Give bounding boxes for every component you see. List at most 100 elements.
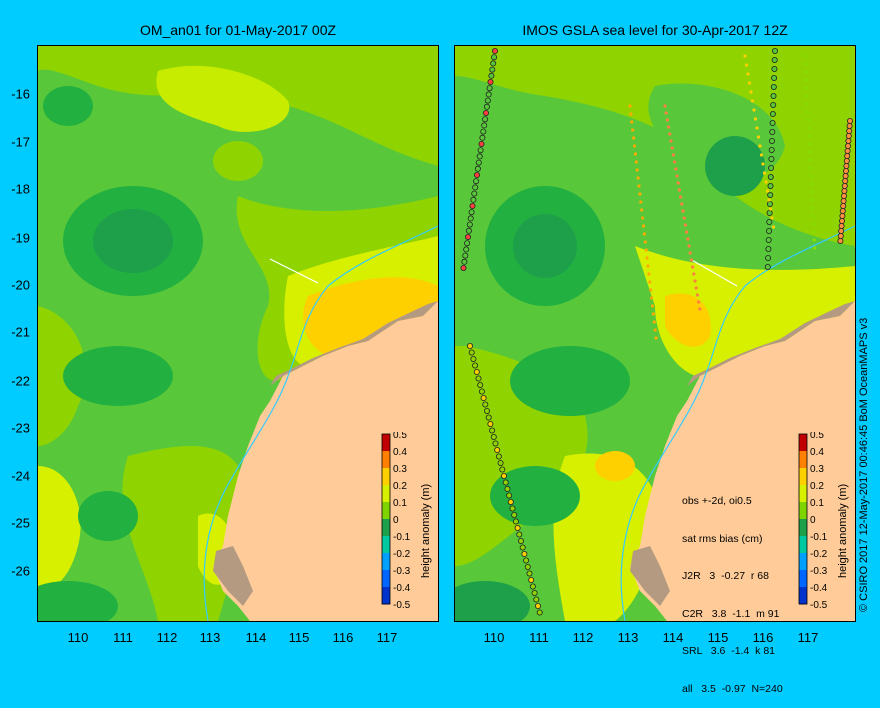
- track-marker: [842, 168, 849, 175]
- track-marker: [758, 144, 762, 148]
- track-marker: [492, 440, 499, 447]
- track-marker: [531, 590, 538, 597]
- track-marker: [843, 158, 850, 165]
- colorbar-tick: 0.2: [393, 481, 407, 492]
- y-tick: -23: [11, 420, 30, 436]
- track-marker: [643, 240, 647, 244]
- track-marker: [641, 224, 646, 228]
- track-marker: [841, 182, 848, 189]
- stats-row: all 3.5 -0.97 N=240: [682, 682, 783, 695]
- satellite-stats: obs +-2d, oi0.5 sat rms bias (cm) J2R 3 …: [682, 470, 783, 708]
- colorbar-tick: 0: [393, 515, 399, 526]
- track-marker: [674, 167, 678, 171]
- track-marker: [480, 128, 487, 135]
- track-marker: [482, 110, 489, 117]
- track-marker: [753, 117, 758, 121]
- eddy: [38, 581, 118, 621]
- track-marker: [482, 401, 489, 408]
- track-marker: [807, 126, 811, 130]
- colorbar-segment: [799, 485, 807, 503]
- colorbar-segment: [382, 485, 390, 503]
- track-marker: [771, 56, 778, 63]
- colorbar-tick: -0.4: [810, 583, 828, 594]
- track-marker: [769, 129, 776, 136]
- track-marker: [755, 126, 759, 130]
- track-marker: [687, 244, 691, 248]
- track-marker: [490, 60, 497, 67]
- track-marker: [487, 420, 494, 427]
- track-marker: [509, 505, 516, 512]
- colorbar-segment: [382, 468, 390, 486]
- track-marker: [479, 134, 486, 141]
- track-marker: [499, 466, 506, 473]
- track-marker: [466, 221, 473, 228]
- track-marker: [808, 158, 812, 162]
- y-tick: -18: [11, 181, 30, 197]
- track-marker: [654, 336, 658, 340]
- track-marker: [514, 524, 521, 531]
- colorbar-tick: -0.1: [393, 532, 411, 543]
- colorbar-segment: [799, 570, 807, 588]
- right-x-tick: 117: [797, 630, 819, 645]
- track-marker: [480, 394, 487, 401]
- track-marker: [487, 79, 494, 86]
- eddy: [705, 136, 765, 196]
- track-marker: [497, 459, 504, 466]
- track-marker: [768, 147, 775, 154]
- track-marker: [485, 91, 492, 98]
- stats-line2: sat rms bias (cm): [682, 532, 763, 545]
- track-marker: [465, 227, 472, 234]
- track-marker: [765, 254, 772, 261]
- track-marker: [771, 225, 776, 229]
- track-marker: [526, 570, 533, 577]
- track-marker: [769, 120, 776, 127]
- track-marker: [767, 191, 774, 198]
- track-marker: [650, 296, 654, 300]
- track-marker: [646, 264, 650, 268]
- track-marker: [685, 230, 689, 234]
- track-marker: [468, 209, 475, 216]
- track-marker: [804, 70, 808, 74]
- track-marker: [466, 342, 473, 349]
- track-marker: [808, 150, 812, 154]
- colorbar-tick: -0.2: [810, 549, 828, 560]
- track-marker: [804, 78, 808, 82]
- anomaly-region: [38, 466, 81, 591]
- section-line: [269, 258, 319, 284]
- track-marker: [477, 147, 484, 154]
- credit-text: © CSIRO 2017 12-May-2017 00:46:45 BoM Oc…: [858, 317, 870, 612]
- track-marker: [489, 66, 496, 73]
- section-line: [689, 258, 738, 287]
- track-marker: [689, 258, 693, 262]
- track-marker: [806, 110, 810, 114]
- track-marker: [474, 165, 481, 172]
- colorbar-segment: [382, 536, 390, 554]
- anomaly-region: [303, 277, 438, 356]
- right-colorbar-label: height anomaly (m): [837, 483, 849, 578]
- track-marker: [693, 279, 697, 283]
- track-marker: [478, 141, 485, 148]
- colorbar-tick: 0.3: [810, 464, 824, 475]
- track-marker: [630, 120, 634, 124]
- track-marker: [663, 104, 667, 108]
- track-marker: [838, 217, 845, 224]
- left-colorbar-label: height anomaly (m): [420, 483, 432, 578]
- track-marker: [484, 97, 491, 104]
- colorbar-segment: [799, 519, 807, 537]
- anomaly-region: [553, 453, 660, 621]
- colorbar-tick: -0.3: [810, 566, 828, 577]
- track-marker: [805, 94, 809, 98]
- track-marker: [694, 286, 698, 290]
- track-marker: [473, 172, 480, 179]
- anomaly-region: [455, 46, 855, 246]
- track-marker: [664, 111, 668, 115]
- track-marker: [845, 138, 852, 145]
- track-marker: [475, 375, 482, 382]
- track-marker: [765, 236, 772, 243]
- track-marker: [765, 227, 772, 234]
- track-marker: [628, 104, 632, 108]
- track-marker: [494, 446, 501, 453]
- track-marker: [523, 557, 530, 564]
- track-marker: [812, 238, 816, 242]
- colorbar-frame: [798, 433, 808, 605]
